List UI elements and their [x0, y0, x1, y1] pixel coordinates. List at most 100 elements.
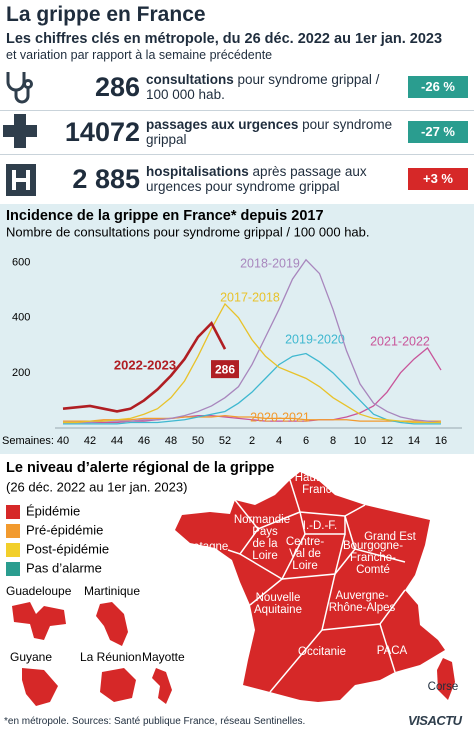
figure-label-bold: passages aux urgences	[146, 117, 299, 132]
x-tick-label: 40	[57, 435, 69, 447]
separator	[0, 154, 474, 155]
series-label: 2021-2022	[370, 334, 430, 348]
figure-label-text: après passage aux urgences pour syndrome…	[146, 164, 367, 194]
x-tick-label: 48	[165, 435, 177, 447]
series-label: 2020-2021	[250, 410, 310, 424]
figure-change: -26 %	[408, 76, 468, 98]
figure-change: +3 %	[408, 168, 468, 190]
series-label: 2019-2020	[285, 332, 345, 346]
x-tick-label: 4	[276, 435, 282, 447]
y-tick-label: 200	[12, 367, 30, 379]
region-label: Hauts-de-	[295, 472, 346, 484]
series-label: 2017-2018	[220, 290, 280, 304]
series-label: 2022-2023	[114, 357, 176, 372]
x-tick-label: 6	[303, 435, 309, 447]
figure-label-text: pour syndrome grippal / 100 000 hab.	[146, 72, 380, 102]
icons	[3, 72, 37, 196]
series-line	[63, 302, 441, 424]
x-tick-label: 14	[408, 435, 420, 447]
region-label: France	[302, 484, 338, 496]
chart: Incidence de la grippe en France* depuis…	[0, 204, 474, 454]
region-label: Normandie	[234, 514, 290, 526]
overseas-label: Mayotte	[142, 650, 185, 664]
region-label: Val de	[289, 548, 321, 560]
subtitle: Les chiffres clés en métropole, du 26 dé…	[6, 31, 443, 47]
figure-value: 286	[94, 71, 140, 102]
region-label: Occitanie	[298, 646, 346, 658]
figure-change: -27 %	[408, 121, 468, 143]
overseas-label: La Réunion	[80, 650, 141, 664]
x-tick-label: 8	[330, 435, 336, 447]
region-label: Corse	[428, 681, 459, 693]
separator	[0, 110, 474, 111]
figure-value: 14072	[64, 116, 140, 147]
legend-label: Pas d’alarme	[26, 560, 102, 575]
legend-label: Pré-épidémie	[26, 522, 103, 537]
region-label: Franche-	[350, 552, 396, 564]
region-borders	[227, 479, 406, 693]
overseas-label: Martinique	[84, 584, 140, 598]
hospital-h	[12, 170, 30, 190]
x-tick-label: 42	[84, 435, 96, 447]
overseas-label: Guadeloupe	[6, 584, 72, 598]
region-label: Aquitaine	[254, 604, 302, 616]
x-tick-label: 50	[192, 435, 204, 447]
region-label: Auvergne-	[335, 590, 388, 602]
map: Le niveau d’alerte régional de la grippe…	[6, 460, 459, 706]
series-line	[63, 414, 441, 422]
region-label: Bretagne	[182, 541, 229, 553]
chart-title: Incidence de la grippe en France* depuis…	[6, 208, 324, 224]
value-label: 286	[215, 362, 235, 376]
logo: VISACTU	[408, 713, 462, 728]
x-tick-label: 12	[381, 435, 393, 447]
overseas-territory	[12, 602, 66, 640]
overseas-territory	[152, 668, 172, 704]
chart-subtitle: Nombre de consultations pour syndrome gr…	[6, 224, 370, 239]
overseas-label: Guyane	[10, 650, 52, 664]
series-line	[62, 321, 227, 413]
region-label: Comté	[356, 564, 390, 576]
overseas-territory	[96, 602, 128, 646]
overseas-territory	[22, 668, 58, 706]
figure-label: hospitalisations après passage aux urgen…	[146, 157, 396, 201]
series-label: 2018-2019	[240, 256, 300, 270]
x-axis-label: Semaines:	[2, 435, 54, 447]
x-tick-label: 46	[138, 435, 150, 447]
legend-swatch	[6, 505, 20, 519]
series-line	[63, 258, 442, 424]
region-label: PACA	[377, 645, 408, 657]
legend-label: Épidémie	[26, 503, 80, 518]
stethoscope-icon	[6, 72, 33, 104]
region-label: Loire	[292, 560, 318, 572]
france-map	[175, 472, 445, 702]
overseas-territory	[100, 668, 136, 702]
figure-label-bold: consultations	[146, 72, 234, 87]
region-label: Rhône-Alpes	[329, 602, 396, 614]
figure-label-bold: hospitalisations	[146, 164, 249, 179]
x-tick-label: 44	[111, 435, 123, 447]
x-tick-label: 52	[219, 435, 231, 447]
note: et variation par rapport à la semaine pr…	[6, 48, 273, 62]
region-label: de la	[253, 538, 279, 550]
x-tick-label: 16	[435, 435, 447, 447]
region-label: Pays	[252, 526, 278, 538]
legend-label: Post-épidémie	[26, 541, 109, 556]
corsica-map	[437, 658, 455, 700]
footnote: *en métropole. Sources: Santé publique F…	[4, 716, 306, 727]
value-label-box	[211, 360, 239, 379]
page-title: La grippe en France	[6, 3, 206, 26]
map-title: Le niveau d’alerte régional de la grippe	[6, 460, 274, 476]
legend-swatch	[6, 562, 20, 576]
region-label: Loire	[252, 550, 278, 562]
region-label: Nouvelle	[256, 592, 301, 604]
map-subtitle: (26 déc. 2022 au 1er jan. 2023)	[6, 479, 187, 494]
region-label: Bourgogne-	[343, 540, 403, 552]
x-tick-label: 10	[354, 435, 366, 447]
legend-swatch	[6, 524, 20, 538]
figure-label: passages aux urgences pour syndrome grip…	[146, 112, 396, 152]
x-tick-label: 2	[249, 435, 255, 447]
cross-icon	[3, 114, 37, 148]
series-line	[63, 352, 441, 425]
region-label: Centre-	[286, 536, 325, 548]
figure-value: 2 885	[72, 163, 140, 194]
